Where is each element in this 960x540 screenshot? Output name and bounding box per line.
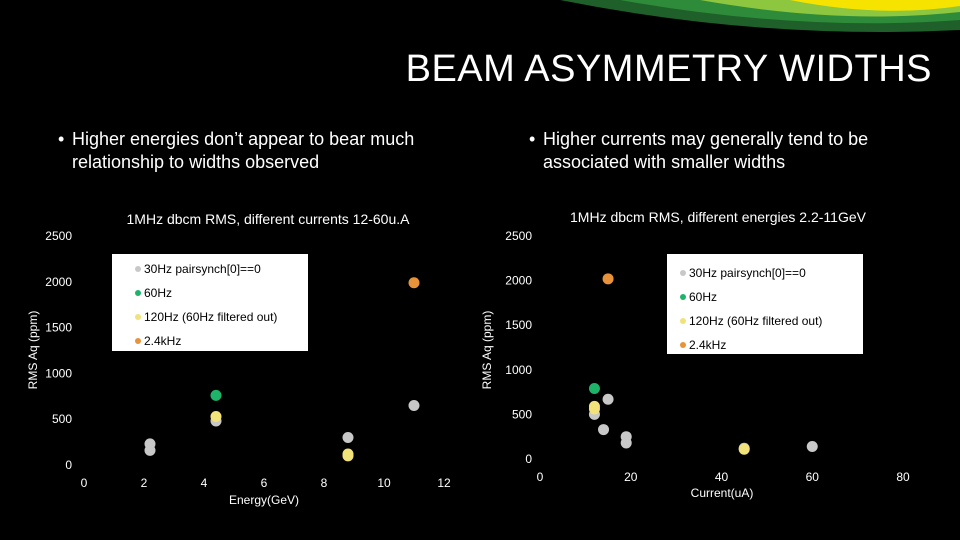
data-point (738, 443, 750, 455)
data-point (342, 448, 354, 460)
data-point (602, 273, 614, 285)
x-tick-label: 20 (624, 470, 638, 484)
y-tick-label: 1000 (45, 366, 72, 380)
data-point (602, 393, 614, 405)
x-tick-label: 2 (141, 476, 148, 490)
data-point (588, 383, 600, 395)
y-tick-label: 2500 (505, 229, 532, 243)
y-tick-label: 0 (525, 452, 532, 466)
data-point (806, 441, 818, 453)
x-tick-label: 4 (201, 476, 208, 490)
y-tick-label: 1000 (505, 363, 532, 377)
legend-entry: 60Hz (689, 290, 717, 304)
legend-marker (135, 338, 141, 344)
data-point (210, 410, 222, 422)
y-tick-label: 0 (65, 458, 72, 472)
y-axis-label: RMS Aq (ppm) (480, 311, 494, 390)
x-tick-label: 0 (537, 470, 544, 484)
data-point (408, 399, 420, 411)
data-point (210, 389, 222, 401)
bullet-dot: • (529, 129, 536, 149)
data-point (588, 400, 600, 412)
data-point (598, 424, 610, 436)
x-tick-label: 6 (261, 476, 268, 490)
header-swoosh (560, 0, 960, 32)
x-tick-label: 10 (377, 476, 391, 490)
legend-entry: 30Hz pairsynch[0]==0 (689, 266, 806, 280)
legend-entry: 30Hz pairsynch[0]==0 (144, 262, 261, 276)
chart-title: 1MHz dbcm RMS, different currents 12-60u… (127, 211, 411, 227)
legend-marker (135, 290, 141, 296)
chart-energy: 1MHz dbcm RMS, different currents 12-60u… (26, 211, 451, 507)
y-tick-label: 2000 (505, 274, 532, 288)
bullet-right: • Higher currents may generally tend to … (529, 128, 923, 174)
bullet-right-text: Higher currents may generally tend to be… (543, 129, 869, 172)
x-tick-label: 8 (321, 476, 328, 490)
chart-title: 1MHz dbcm RMS, different energies 2.2-11… (570, 209, 867, 225)
x-tick-label: 0 (81, 476, 88, 490)
legend-marker (135, 314, 141, 320)
legend-entry: 120Hz (60Hz filtered out) (144, 310, 277, 324)
data-point (620, 431, 632, 443)
data-point (144, 438, 156, 450)
y-tick-label: 1500 (505, 318, 532, 332)
x-tick-label: 80 (896, 470, 910, 484)
legend-box (667, 254, 863, 354)
bullet-dot: • (58, 129, 65, 149)
legend-entry: 120Hz (60Hz filtered out) (689, 314, 822, 328)
legend-marker (680, 318, 686, 324)
x-tick-label: 12 (437, 476, 451, 490)
bullet-left: • Higher energies don’t appear to bear m… (58, 128, 432, 174)
x-tick-label: 60 (806, 470, 820, 484)
data-point (342, 432, 354, 444)
x-tick-label: 40 (715, 470, 729, 484)
legend-marker (680, 342, 686, 348)
x-axis-label: Current(uA) (691, 486, 754, 500)
x-axis-label: Energy(GeV) (229, 493, 299, 507)
chart-current: 1MHz dbcm RMS, different energies 2.2-11… (480, 209, 910, 500)
y-tick-label: 500 (52, 412, 72, 426)
y-tick-label: 1500 (45, 321, 72, 335)
y-axis-label: RMS Aq (ppm) (26, 311, 40, 390)
y-tick-label: 2000 (45, 275, 72, 289)
bullet-left-text: Higher energies don’t appear to bear muc… (72, 129, 415, 172)
legend-entry: 2.4kHz (689, 338, 726, 352)
legend-marker (680, 270, 686, 276)
slide-title: BEAM ASYMMETRY WIDTHS (405, 48, 932, 90)
legend-marker (680, 294, 686, 300)
legend-box (112, 254, 308, 351)
legend-marker (135, 266, 141, 272)
data-point (408, 277, 420, 289)
legend-entry: 60Hz (144, 286, 172, 300)
y-tick-label: 500 (512, 407, 532, 421)
legend-entry: 2.4kHz (144, 334, 181, 348)
y-tick-label: 2500 (45, 229, 72, 243)
